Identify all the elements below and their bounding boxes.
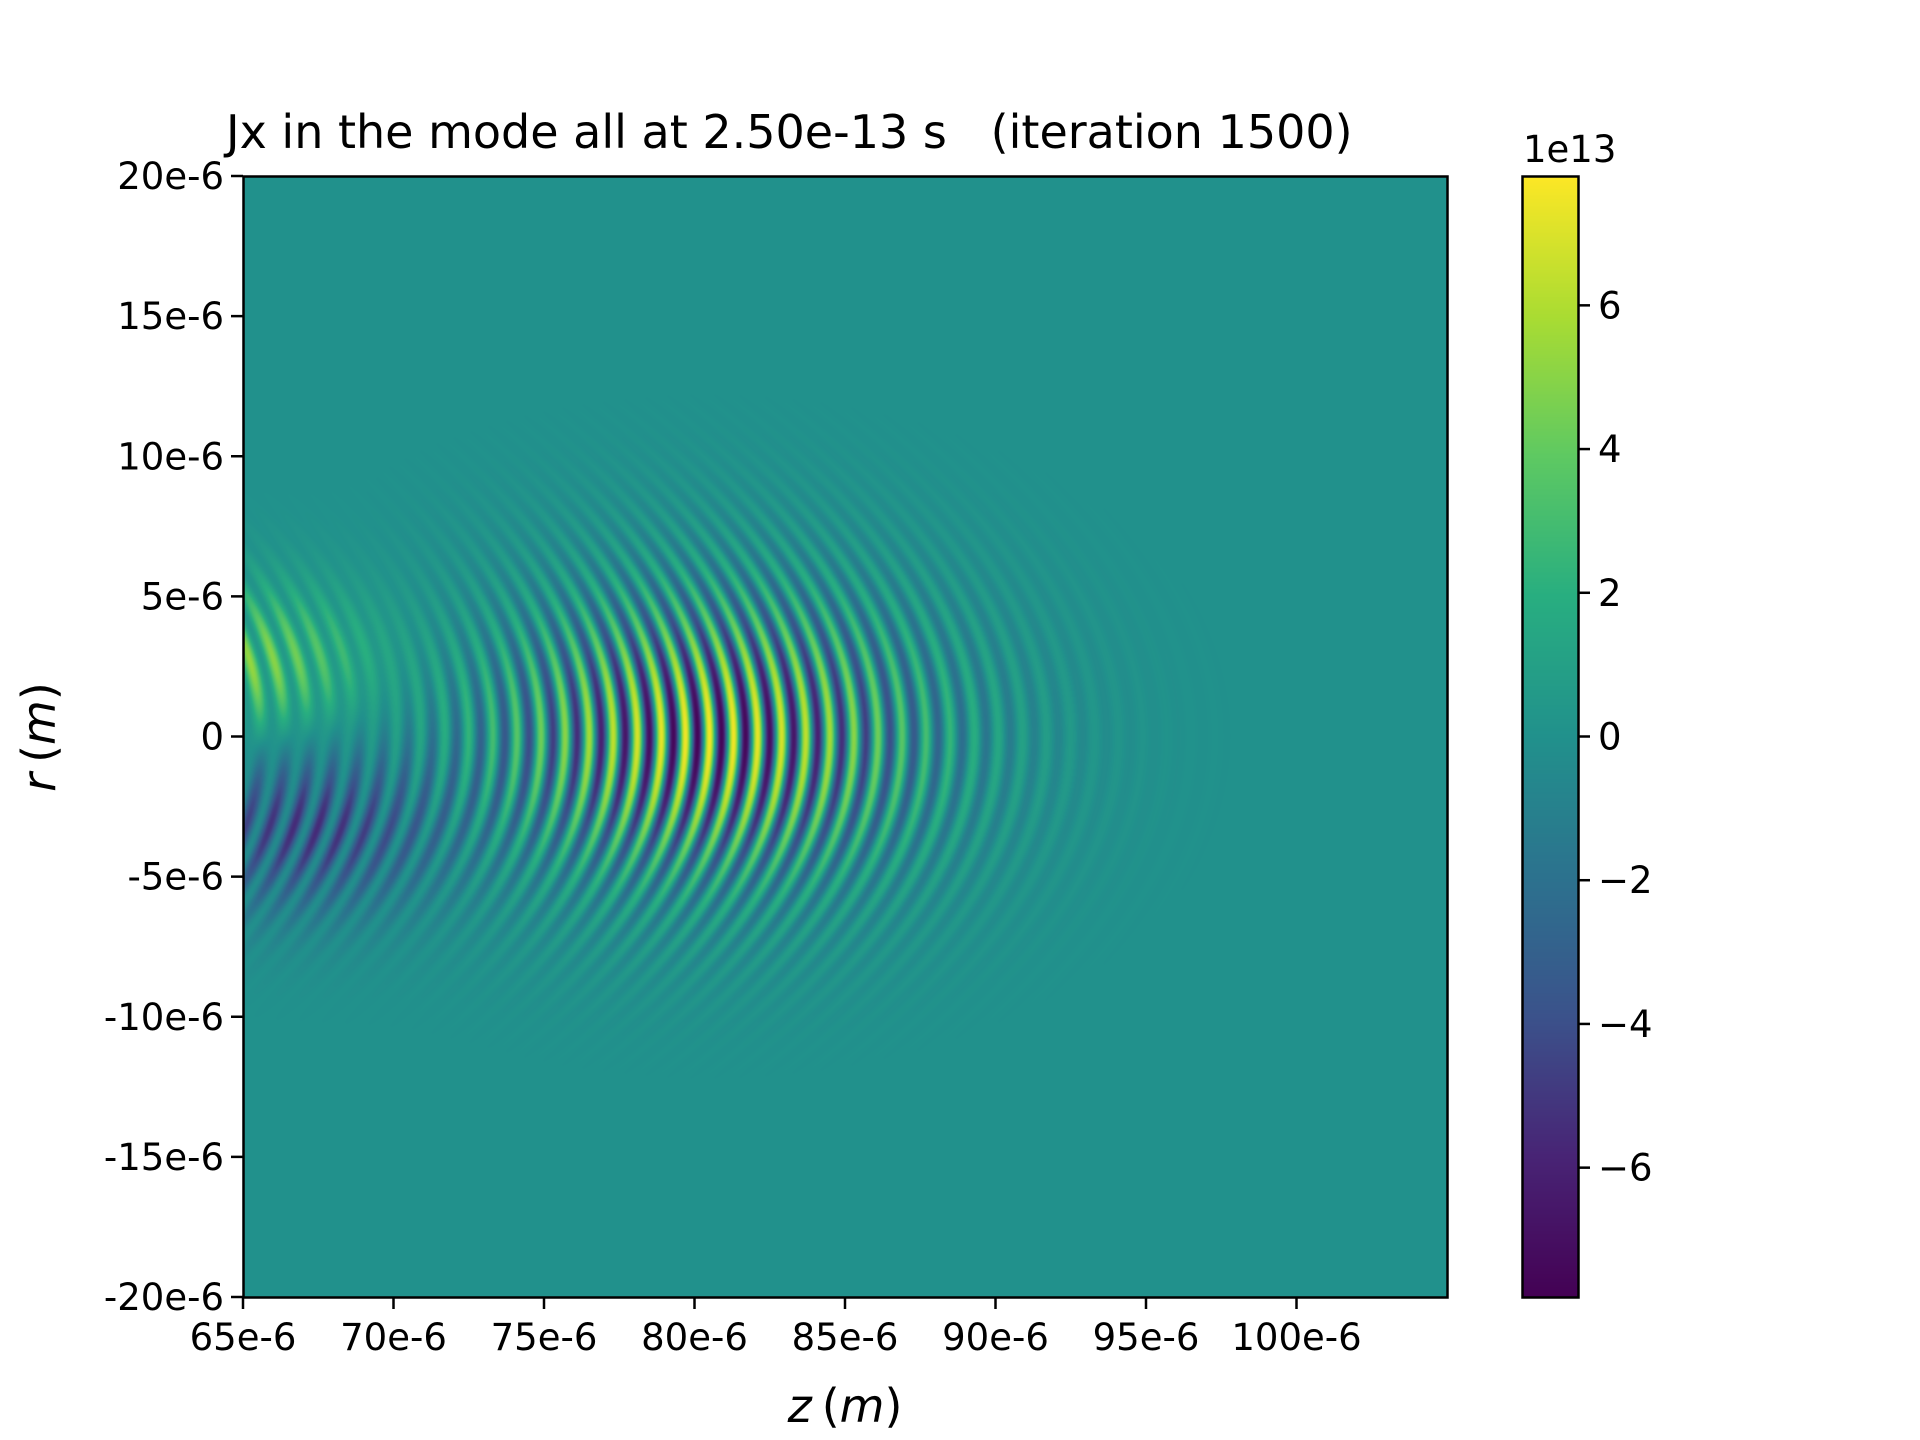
x-tick-label: 80e-6 [641, 1316, 748, 1359]
y-tick-label: 10e-6 [117, 435, 224, 478]
x-tick-label: 95e-6 [1093, 1316, 1200, 1359]
chart-title: Jx in the mode all at 2.50e-13 s (iterat… [223, 105, 1353, 159]
y-tick-label: 5e-6 [141, 575, 224, 618]
colorbar-ticks: 6 4 2 0 −2 −4 −6 [1578, 284, 1653, 1190]
colorbar-offset-label: 1e13 [1523, 128, 1616, 171]
y-tick-label: -5e-6 [127, 856, 224, 899]
y-tick-label: -10e-6 [104, 996, 224, 1039]
y-axis-ticks: 20e-6 15e-6 10e-6 5e-6 0 -5e-6 -10e-6 -15e-6 -20… [104, 155, 243, 1319]
colorbar-tick-label: −4 [1598, 1003, 1653, 1046]
colorbar-tick-label: 6 [1598, 284, 1622, 327]
heatmap-image [243, 176, 1447, 1297]
colorbar-tick-label: −2 [1598, 859, 1653, 902]
y-tick-label: -15e-6 [104, 1136, 224, 1179]
colorbar-tick-label: 4 [1598, 428, 1622, 471]
colorbar [1522, 176, 1578, 1297]
x-axis-ticks: 65e-6 70e-6 75e-6 80e-6 85e-6 90e-6 95e-6 100e-… [190, 1297, 1362, 1359]
heatmap-plot-area [243, 176, 1447, 1297]
x-tick-label: 85e-6 [792, 1316, 899, 1359]
y-tick-label: -20e-6 [104, 1276, 224, 1319]
x-tick-label: 65e-6 [190, 1316, 297, 1359]
colorbar-gradient [1522, 176, 1578, 1297]
x-tick-label: 70e-6 [340, 1316, 447, 1359]
x-tick-label: 90e-6 [942, 1316, 1049, 1359]
colorbar-tick-label: 2 [1598, 572, 1622, 615]
colorbar-tick-label: −6 [1598, 1147, 1653, 1190]
y-tick-label: 20e-6 [117, 155, 224, 198]
y-tick-label: 15e-6 [117, 295, 224, 338]
x-axis-label: z (m) [787, 1379, 903, 1433]
x-tick-label: 100e-6 [1231, 1316, 1361, 1359]
y-axis-label: r(m) [12, 682, 66, 792]
y-tick-label: 0 [200, 716, 224, 759]
colorbar-tick-label: 0 [1598, 716, 1622, 759]
x-tick-label: 75e-6 [491, 1316, 598, 1359]
